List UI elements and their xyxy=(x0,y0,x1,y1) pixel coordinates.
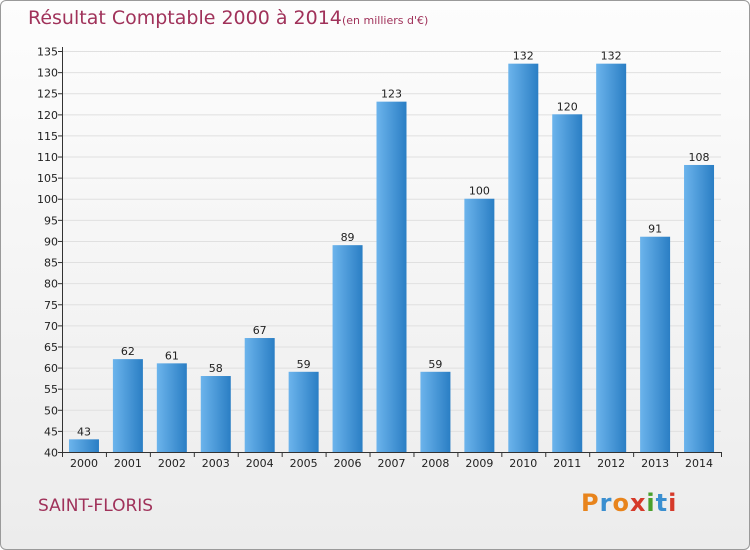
logo-letter: o xyxy=(612,489,630,517)
y-tick-label: 55 xyxy=(44,383,58,396)
data-label-2010: 132 xyxy=(513,50,534,63)
y-tick-label: 50 xyxy=(44,404,58,417)
bar-2007 xyxy=(376,101,407,452)
y-tick-label: 125 xyxy=(37,88,58,101)
x-tick-label-2001: 2001 xyxy=(114,457,142,470)
x-tick-label-2002: 2002 xyxy=(158,457,186,470)
data-label-2004: 67 xyxy=(253,324,267,337)
data-label-2006: 89 xyxy=(341,231,355,244)
data-label-2002: 61 xyxy=(165,349,179,362)
bars xyxy=(68,63,715,453)
y-tick-label: 100 xyxy=(37,193,58,206)
x-tick-label-2013: 2013 xyxy=(641,457,669,470)
x-tick-label-2005: 2005 xyxy=(290,457,318,470)
logo-letter: t xyxy=(655,489,669,517)
logo-letter: x xyxy=(629,489,647,517)
data-label-2001: 62 xyxy=(121,345,135,358)
y-tick-label: 45 xyxy=(44,425,58,438)
bar-2013 xyxy=(640,236,671,452)
y-tick-label: 95 xyxy=(44,214,58,227)
y-tick-label: 110 xyxy=(37,151,58,164)
bar-2006 xyxy=(332,245,363,452)
data-label-2014: 108 xyxy=(689,151,710,164)
y-tick-label: 80 xyxy=(44,278,58,291)
bar-2002 xyxy=(156,363,187,452)
chart-subtitle: (en milliers d'€) xyxy=(342,14,429,27)
bar-2009 xyxy=(464,198,495,452)
data-label-2003: 58 xyxy=(209,362,223,375)
chart-title: Résultat Comptable 2000 à 2014 xyxy=(28,7,342,29)
bar-2008 xyxy=(420,371,451,452)
data-labels: 43 62 61 58 67 59 89 123 59 100 132 120 132 91 108 xyxy=(77,50,710,439)
data-label-2013: 91 xyxy=(648,223,662,236)
bar-2000 xyxy=(68,439,99,452)
y-tick-label: 115 xyxy=(37,130,58,143)
logo-letter: r xyxy=(599,489,613,517)
y-tick-label: 90 xyxy=(44,235,58,248)
x-tick-label-2010: 2010 xyxy=(509,457,537,470)
y-tick-label: 130 xyxy=(37,67,58,80)
x-tick-label-2004: 2004 xyxy=(246,457,274,470)
x-tick-label-2007: 2007 xyxy=(378,457,406,470)
y-tick-label: 85 xyxy=(44,257,58,270)
x-tick-label-2009: 2009 xyxy=(465,457,493,470)
bar-2010 xyxy=(508,63,539,453)
commune-name: SAINT-FLORIS xyxy=(38,496,154,516)
y-tick-label: 75 xyxy=(44,299,58,312)
logo-letter: i xyxy=(668,489,678,517)
y-tick-label: 60 xyxy=(44,362,58,375)
x-tick-label-2003: 2003 xyxy=(202,457,230,470)
bar-2012 xyxy=(596,63,627,453)
y-tick-label: 135 xyxy=(37,46,58,59)
logo-letter: i xyxy=(646,489,656,517)
bar-2004 xyxy=(244,338,275,452)
bar-2001 xyxy=(112,359,143,452)
x-tick-label-2008: 2008 xyxy=(421,457,449,470)
data-label-2012: 132 xyxy=(601,50,622,63)
x-tick-label-2011: 2011 xyxy=(553,457,581,470)
axes: 40 45 50 55 60 65 70 75 80 85 90 95 100 105 110 115 120 1… xyxy=(37,46,722,470)
data-label-2009: 100 xyxy=(469,185,490,198)
proxiti-logo[interactable]: Proxiti xyxy=(581,489,677,517)
x-tick-label-2000: 2000 xyxy=(70,457,98,470)
data-label-2007: 123 xyxy=(381,88,402,101)
bar-2014 xyxy=(684,164,715,452)
data-label-2000: 43 xyxy=(77,425,91,438)
y-tick-label: 40 xyxy=(44,447,58,460)
x-tick-label-2014: 2014 xyxy=(685,457,713,470)
bar-2003 xyxy=(200,376,231,452)
data-label-2005: 59 xyxy=(297,358,311,371)
y-tick-label: 70 xyxy=(44,320,58,333)
y-tick-label: 120 xyxy=(37,109,58,122)
bar-2011 xyxy=(552,114,583,452)
x-tick-label-2006: 2006 xyxy=(334,457,362,470)
logo-letter: P xyxy=(581,489,600,517)
x-tick-label-2012: 2012 xyxy=(597,457,625,470)
y-tick-label: 105 xyxy=(37,172,58,185)
bar-2005 xyxy=(288,371,319,452)
data-label-2008: 59 xyxy=(428,358,442,371)
data-label-2011: 120 xyxy=(557,100,578,113)
y-tick-label: 65 xyxy=(44,341,58,354)
